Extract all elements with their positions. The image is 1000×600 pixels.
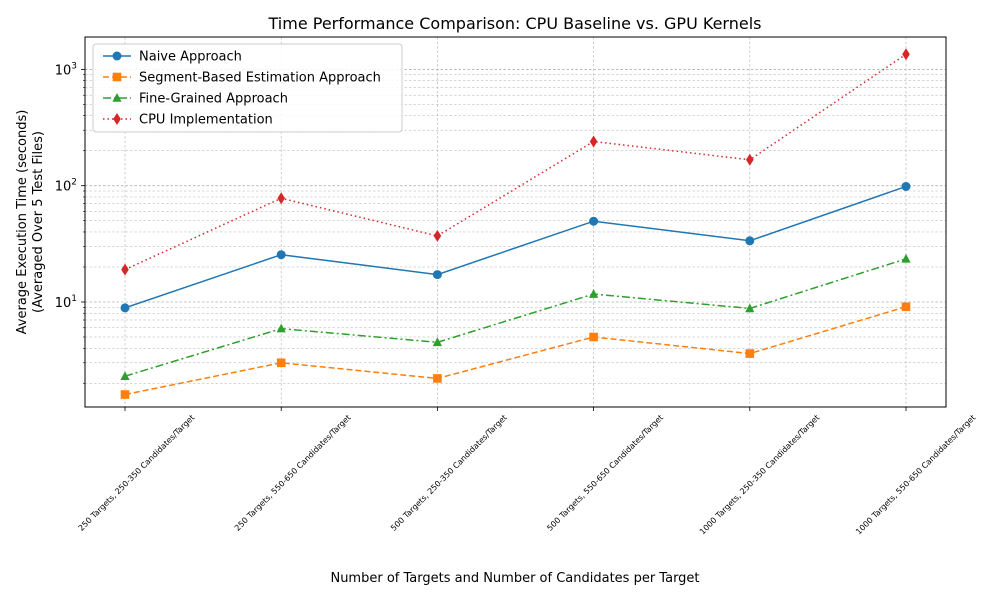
legend-box bbox=[92, 43, 403, 133]
legend-label: CPU Implementation bbox=[139, 113, 273, 128]
legend-marker bbox=[112, 93, 122, 102]
data-point bbox=[901, 302, 911, 312]
data-point bbox=[745, 303, 755, 313]
y-tick-label: 103 bbox=[55, 61, 77, 78]
data-point bbox=[746, 153, 754, 166]
data-point bbox=[276, 323, 286, 333]
legend-label: Segment-Based Estimation Approach bbox=[139, 71, 381, 86]
data-point bbox=[589, 289, 599, 298]
data-point bbox=[589, 332, 598, 342]
data-point bbox=[901, 181, 911, 191]
series-line bbox=[124, 185, 907, 309]
legend: Naive Approach Segment-Based Estimation A… bbox=[92, 43, 403, 133]
legend-marker bbox=[112, 51, 122, 61]
series-2 bbox=[120, 253, 911, 381]
chart-title: Time Performance Comparison: CPU Baselin… bbox=[268, 14, 762, 33]
x-axis-label: Number of Targets and Number of Candidat… bbox=[330, 571, 699, 586]
y-tick-label: 102 bbox=[55, 178, 77, 195]
y-axis-label-line1: Average Execution Time (seconds) bbox=[15, 110, 30, 335]
data-point bbox=[745, 236, 755, 246]
legend-label: Fine-Grained Approach bbox=[139, 92, 288, 107]
data-point bbox=[120, 371, 130, 381]
data-point bbox=[433, 374, 442, 383]
data-point bbox=[121, 263, 129, 276]
series-line bbox=[124, 53, 907, 271]
legend-item: Naive Approach bbox=[103, 50, 242, 65]
data-point bbox=[901, 253, 911, 263]
legend-item: Segment-Based Estimation Approach bbox=[103, 71, 381, 86]
data-point bbox=[277, 192, 285, 205]
data-point bbox=[276, 250, 286, 260]
data-point bbox=[433, 229, 442, 242]
legend-marker bbox=[113, 113, 121, 125]
series-1 bbox=[120, 302, 911, 399]
y-tick-label: 101 bbox=[55, 294, 77, 311]
plot-frame bbox=[84, 36, 947, 408]
y-axis-label-line2: (Averaged Over 5 Test Files) bbox=[31, 131, 46, 313]
data-point bbox=[432, 337, 442, 347]
series-0 bbox=[120, 181, 911, 313]
data-point bbox=[120, 303, 130, 313]
legend-item: CPU Implementation bbox=[103, 113, 273, 128]
data-point bbox=[120, 390, 130, 399]
series-layer bbox=[120, 48, 911, 399]
series-3 bbox=[121, 48, 910, 276]
data-point bbox=[902, 48, 910, 61]
data-point bbox=[745, 349, 755, 358]
data-point bbox=[589, 135, 598, 148]
legend-marker bbox=[112, 72, 122, 82]
legend-label: Naive Approach bbox=[139, 50, 242, 65]
legend-item: Fine-Grained Approach bbox=[103, 92, 288, 107]
series-line bbox=[124, 306, 907, 396]
data-point bbox=[432, 270, 442, 280]
data-point bbox=[589, 216, 599, 226]
data-point bbox=[276, 358, 286, 368]
series-line bbox=[124, 258, 907, 377]
